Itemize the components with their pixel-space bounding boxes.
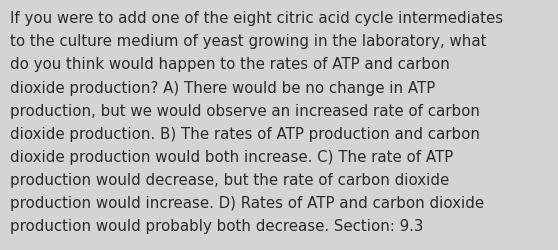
Text: production, but we would observe an increased rate of carbon: production, but we would observe an incr… xyxy=(10,103,480,118)
Text: production would decrease, but the rate of carbon dioxide: production would decrease, but the rate … xyxy=(10,172,449,187)
Text: to the culture medium of yeast growing in the laboratory, what: to the culture medium of yeast growing i… xyxy=(10,34,487,49)
Text: production would increase. D) Rates of ATP and carbon dioxide: production would increase. D) Rates of A… xyxy=(10,195,484,210)
Text: dioxide production. B) The rates of ATP production and carbon: dioxide production. B) The rates of ATP … xyxy=(10,126,480,141)
Text: do you think would happen to the rates of ATP and carbon: do you think would happen to the rates o… xyxy=(10,57,450,72)
Text: If you were to add one of the eight citric acid cycle intermediates: If you were to add one of the eight citr… xyxy=(10,11,503,26)
Text: production would probably both decrease. Section: 9.3: production would probably both decrease.… xyxy=(10,218,424,233)
Text: dioxide production? A) There would be no change in ATP: dioxide production? A) There would be no… xyxy=(10,80,435,95)
Text: dioxide production would both increase. C) The rate of ATP: dioxide production would both increase. … xyxy=(10,149,453,164)
